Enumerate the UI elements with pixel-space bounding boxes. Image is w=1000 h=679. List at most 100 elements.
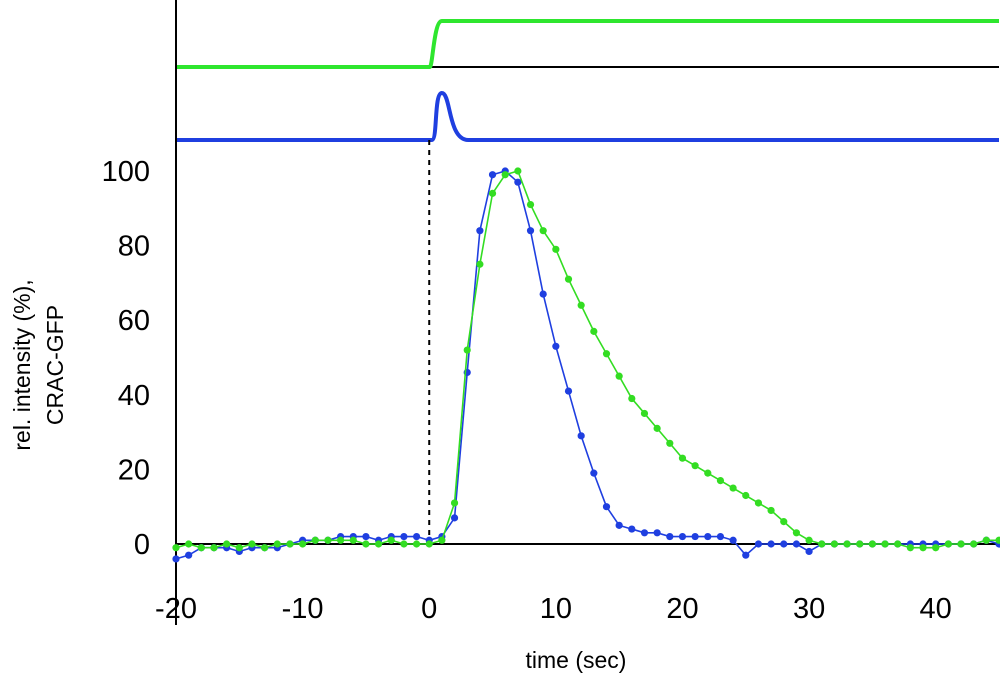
y-tick-label: 0	[134, 529, 150, 561]
x-tick-label: 40	[920, 593, 952, 625]
data-point-green	[628, 394, 636, 403]
data-point-blue	[185, 551, 193, 559]
data-point-blue	[362, 532, 370, 541]
data-point-blue	[742, 551, 750, 559]
data-point-green	[362, 540, 370, 548]
tick-labels: -20 -10 0 10 20 30 40 0 20 40 60 80 100	[102, 156, 952, 625]
data-point-blue	[450, 514, 459, 522]
data-point-blue	[526, 227, 535, 235]
x-tick-label: -10	[282, 593, 324, 625]
x-tick-label: 30	[793, 593, 825, 625]
stimulus-trace-1	[176, 90, 999, 142]
plot-axes	[175, 0, 999, 625]
data-point-blue	[476, 227, 484, 235]
y-tick-label: 40	[118, 380, 150, 412]
y-axis-title-line1: rel. intensity (%),	[9, 279, 35, 450]
data-point-green	[982, 536, 990, 544]
series-line-green	[175, 170, 999, 549]
data-point-green	[539, 227, 547, 235]
stimulus-panel	[176, 19, 999, 142]
x-axis-title: time (sec)	[526, 647, 627, 673]
data-point-blue	[805, 547, 813, 556]
x-tick-label: 10	[540, 593, 572, 625]
x-tick-label: 0	[421, 593, 437, 625]
data-point-blue	[729, 536, 737, 544]
data-point-green	[590, 327, 598, 335]
data-point-green	[678, 454, 687, 462]
data-point-blue	[172, 555, 180, 563]
data-point-green	[894, 540, 902, 548]
series-green	[172, 167, 1000, 552]
data-point-green	[172, 544, 180, 552]
data-point-green	[311, 536, 319, 544]
data-point-green	[868, 540, 876, 548]
data-point-blue	[590, 469, 598, 477]
data-point-green	[514, 167, 522, 175]
data-point-blue	[564, 387, 573, 395]
data-point-green	[830, 540, 839, 548]
data-point-blue	[678, 532, 687, 541]
data-point-green	[691, 462, 699, 470]
data-point-green	[273, 540, 281, 548]
data-point-green	[995, 536, 1000, 544]
y-tick-label: 20	[118, 454, 150, 486]
data-point-green	[602, 350, 611, 358]
data-point-green	[349, 536, 357, 544]
series-blue	[172, 167, 1000, 563]
data-point-green	[932, 544, 940, 552]
data-point-blue	[488, 171, 497, 179]
data-point-green	[906, 544, 914, 552]
data-point-green	[653, 424, 661, 432]
data-point-blue	[400, 532, 408, 541]
data-point-blue	[628, 525, 636, 533]
data-point-green	[704, 469, 712, 477]
data-point-blue	[640, 529, 649, 537]
data-point-green	[299, 540, 307, 548]
data-point-green	[818, 540, 826, 548]
data-point-green	[286, 540, 294, 548]
data-series	[172, 167, 1000, 563]
data-point-green	[210, 544, 218, 552]
data-point-green	[919, 544, 927, 552]
data-point-green	[400, 540, 408, 548]
data-point-blue	[691, 532, 699, 541]
data-point-blue	[716, 532, 725, 541]
data-point-green	[476, 260, 484, 268]
data-point-green	[374, 540, 383, 548]
data-point-blue	[615, 521, 623, 529]
data-point-green	[425, 540, 433, 548]
data-point-green	[463, 346, 471, 354]
data-point-green	[337, 536, 345, 544]
data-point-blue	[539, 290, 547, 298]
data-point-blue	[653, 529, 661, 537]
data-point-green	[805, 536, 813, 544]
data-point-green	[412, 540, 421, 548]
data-point-green	[716, 476, 725, 485]
data-point-green	[197, 544, 205, 552]
data-point-green	[577, 301, 585, 309]
data-point-green	[564, 275, 573, 283]
data-point-green	[843, 540, 851, 548]
x-tick-label: -20	[155, 593, 197, 625]
data-point-blue	[754, 540, 763, 548]
data-point-green	[438, 536, 446, 544]
data-point-blue	[666, 532, 674, 541]
data-point-green	[450, 499, 459, 507]
x-tick-label: 20	[666, 593, 698, 625]
data-point-green	[552, 245, 560, 253]
data-point-green	[324, 536, 332, 544]
data-point-green	[742, 491, 750, 500]
data-point-green	[526, 200, 535, 209]
data-point-blue	[767, 540, 775, 548]
data-point-green	[944, 540, 952, 548]
data-point-green	[856, 540, 864, 548]
data-point-green	[640, 409, 649, 418]
data-point-green	[387, 536, 395, 544]
data-point-blue	[412, 532, 421, 541]
series-line-blue	[175, 170, 1000, 560]
data-point-green	[780, 518, 788, 526]
data-point-green	[615, 372, 623, 380]
data-point-blue	[792, 540, 801, 548]
data-point-green	[235, 544, 243, 552]
y-tick-label: 60	[118, 305, 150, 337]
